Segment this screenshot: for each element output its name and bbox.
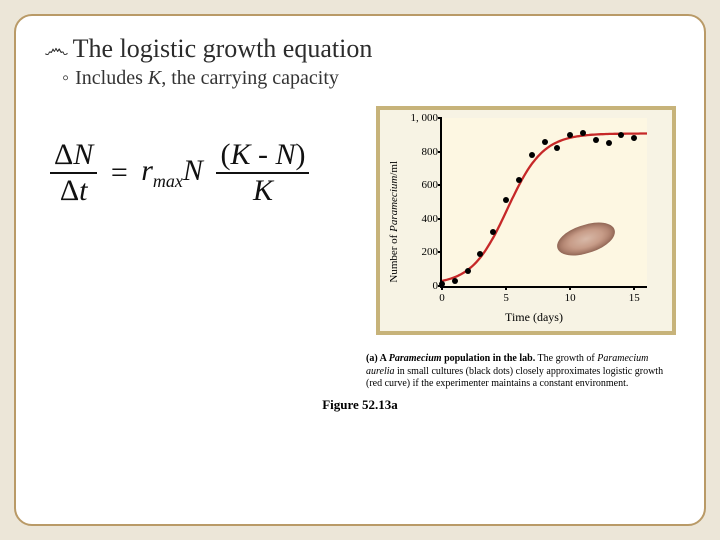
slide-frame: ෴The logistic growth equation ◦ Includes …: [14, 14, 706, 526]
data-point: [503, 197, 509, 203]
sub-bullet-icon: ◦: [62, 67, 69, 89]
subtitle-suffix: , the carrying capacity: [161, 67, 339, 89]
data-point: [554, 145, 560, 151]
y-tick-label: 600: [404, 179, 438, 191]
data-point: [477, 251, 483, 257]
data-point: [529, 152, 535, 158]
y-axis-label: Number of Paramecium/ml: [388, 161, 400, 283]
x-axis-label: Time (days): [404, 310, 664, 325]
data-point: [439, 281, 445, 287]
fraction-K-N-K: (K - N) K: [216, 140, 309, 206]
x-tick-label: 0: [439, 292, 445, 304]
chart-card: Number of Paramecium/ml 02004006008001, …: [376, 106, 676, 335]
logistic-curve: [442, 134, 647, 281]
x-tick-mark: [505, 286, 507, 290]
equals-sign: =: [111, 156, 128, 189]
title-text: The logistic growth equation: [73, 34, 373, 63]
N-symbol: N: [183, 154, 203, 187]
y-tick-label: 1, 000: [404, 112, 438, 124]
content-row: ΔN Δt = rmaxN (K - N) K Number of Parame…: [44, 106, 676, 335]
x-tick-label: 10: [565, 292, 576, 304]
caption-row: (a) A Paramecium population in the lab. …: [44, 353, 676, 391]
data-point: [606, 140, 612, 146]
x-tick-label: 15: [629, 292, 640, 304]
fraction-dN-dt: ΔN Δt: [50, 140, 97, 206]
x-tick-mark: [569, 286, 571, 290]
y-tick-label: 200: [404, 246, 438, 258]
plot-area: 02004006008001, 000051015: [440, 118, 647, 288]
subtitle-prefix: Includes: [75, 67, 148, 89]
data-point: [490, 229, 496, 235]
title-bullet-icon: ෴: [44, 34, 69, 63]
x-tick-label: 5: [503, 292, 509, 304]
data-point: [452, 278, 458, 284]
chart-inner: 02004006008001, 000051015 Time (days): [404, 118, 664, 325]
logistic-equation: ΔN Δt = rmaxN (K - N) K: [44, 106, 366, 206]
y-tick-label: 0: [404, 280, 438, 292]
data-point: [618, 132, 624, 138]
data-point: [580, 130, 586, 136]
data-point: [516, 177, 522, 183]
data-point: [567, 132, 573, 138]
data-point: [465, 268, 471, 274]
data-point: [593, 137, 599, 143]
data-point: [631, 135, 637, 141]
data-point: [542, 139, 548, 145]
x-tick-mark: [633, 286, 635, 290]
title-line: ෴The logistic growth equation: [44, 34, 676, 65]
max-subscript: max: [153, 171, 183, 191]
subtitle-line: ◦ Includes K, the carrying capacity: [62, 67, 676, 90]
y-tick-label: 400: [404, 213, 438, 225]
subtitle-k: K: [148, 67, 161, 89]
figure-caption: (a) A Paramecium population in the lab. …: [366, 353, 676, 391]
y-tick-label: 800: [404, 146, 438, 158]
r-symbol: r: [141, 154, 153, 187]
figure-label: Figure 52.13a: [44, 397, 676, 413]
